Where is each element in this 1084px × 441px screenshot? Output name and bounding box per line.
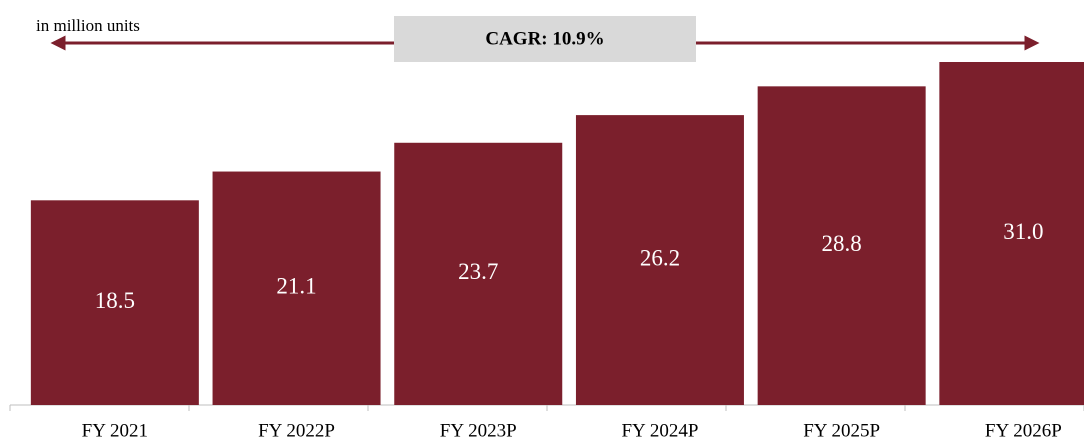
x-tick-label: FY 2022P: [258, 420, 335, 441]
cagr-box: [394, 16, 696, 62]
value-label: 23.7: [458, 259, 498, 284]
x-tick-label: FY 2023P: [440, 420, 517, 441]
x-tick-label: FY 2025P: [803, 420, 880, 441]
bar: [212, 171, 381, 405]
value-label: 26.2: [640, 245, 680, 270]
value-label: 18.5: [95, 288, 135, 313]
bar: [575, 115, 744, 405]
x-tick-label: FY 2024P: [621, 420, 698, 441]
value-label: 31.0: [1003, 219, 1043, 244]
bar: [394, 142, 563, 405]
unit-note: in million units: [36, 16, 140, 35]
value-label: 28.8: [822, 231, 862, 256]
bar: [757, 86, 926, 406]
value-label: 21.1: [276, 274, 316, 299]
cagr-label: CAGR: 10.9%: [485, 28, 604, 49]
bar: [939, 62, 1084, 405]
x-tick-label: FY 2026P: [985, 420, 1062, 441]
bar: [30, 200, 199, 405]
x-tick-label: FY 2021: [82, 420, 148, 441]
